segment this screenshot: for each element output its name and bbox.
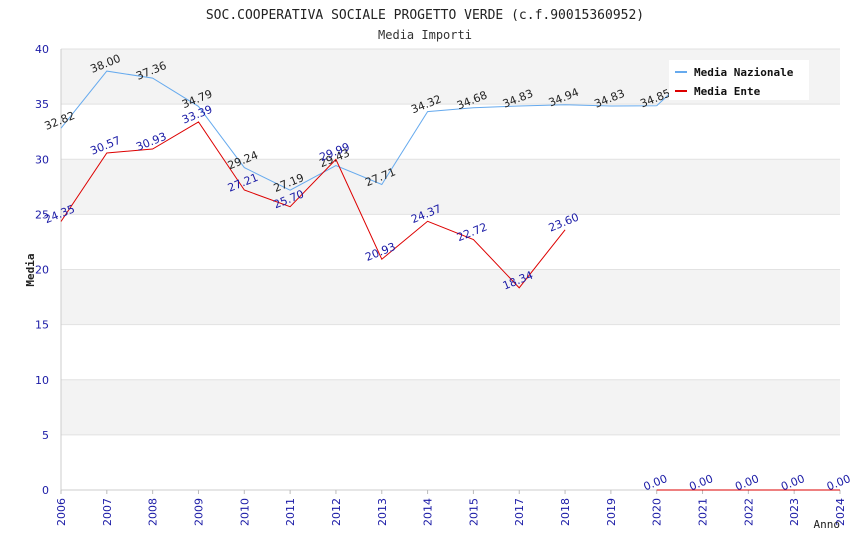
x-tick-label: 2022 <box>742 498 755 526</box>
x-tick-label: 2013 <box>376 498 389 526</box>
chart-title: SOC.COOPERATIVA SOCIALE PROGETTO VERDE (… <box>206 8 644 23</box>
x-tick-label: 2008 <box>147 498 160 526</box>
x-tick-label: 2009 <box>192 498 205 526</box>
x-tick-label: 2014 <box>422 498 435 526</box>
legend-label: Media Ente <box>694 85 761 98</box>
y-tick-label: 0 <box>42 484 49 497</box>
x-tick-label: 2020 <box>651 498 664 526</box>
legend-label: Media Nazionale <box>694 66 794 79</box>
y-axis-label: Media <box>24 253 37 286</box>
y-tick-label: 30 <box>35 153 49 166</box>
grid-band <box>61 379 840 435</box>
x-tick-label: 2012 <box>330 498 343 526</box>
grid-band <box>61 104 840 160</box>
grid-band <box>61 159 840 215</box>
x-tick-label: 2021 <box>697 498 710 526</box>
x-tick-label: 2017 <box>513 498 526 526</box>
grid-band <box>61 269 840 325</box>
y-tick-label: 20 <box>35 264 49 277</box>
x-tick-label: 2006 <box>55 498 68 526</box>
legend: Media Nazionale Media Ente <box>669 60 809 100</box>
chart-subtitle: Media Importi <box>378 28 472 42</box>
x-tick-label: 2023 <box>788 498 801 526</box>
y-tick-label: 35 <box>35 98 49 111</box>
grid-band <box>61 324 840 380</box>
x-tick-label: 2011 <box>284 498 297 526</box>
x-tick-label: 2018 <box>559 498 572 526</box>
y-tick-label: 5 <box>42 429 49 442</box>
y-tick-label: 40 <box>35 43 49 56</box>
grid-band <box>61 434 840 490</box>
series-line-media-ente <box>60 121 840 491</box>
x-tick-label: 2024 <box>834 498 847 526</box>
y-tick-label: 15 <box>35 319 49 332</box>
legend-box <box>669 60 809 100</box>
x-tick-label: 2007 <box>101 498 114 526</box>
x-tick-label: 2015 <box>467 498 480 526</box>
x-axis-label: Anno <box>814 518 841 531</box>
grid-band <box>61 214 840 270</box>
y-tick-label: 10 <box>35 374 49 387</box>
y-tick-label: 25 <box>35 208 49 221</box>
x-tick-label: 2010 <box>238 498 251 526</box>
x-tick-label: 2019 <box>605 498 618 526</box>
